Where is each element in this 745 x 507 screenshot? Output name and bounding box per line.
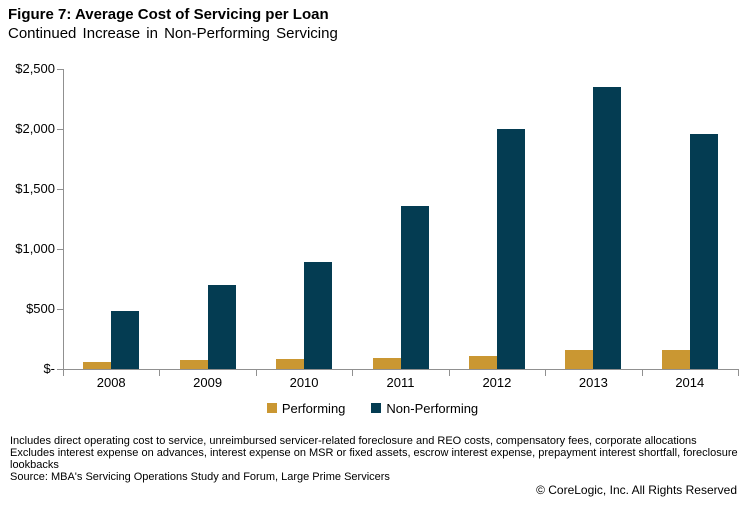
legend-swatch-performing xyxy=(266,403,277,413)
x-axis-label-2010: 2010 xyxy=(289,375,319,390)
legend-label-non-performing: Non-Performing xyxy=(386,400,479,416)
legend-label-performing: Performing xyxy=(281,400,346,416)
y-axis-tick xyxy=(57,309,63,310)
bar-non-performing-2008 xyxy=(111,311,140,369)
y-axis-tick-label: $1,500 xyxy=(15,181,55,196)
bar-non-performing-2012 xyxy=(496,129,525,369)
x-axis-tick xyxy=(255,370,257,376)
x-axis-tick xyxy=(738,370,739,376)
x-axis-label-2013: 2013 xyxy=(578,375,608,390)
legend-swatch-non-performing xyxy=(371,403,382,413)
x-axis-tick xyxy=(545,370,547,376)
y-axis-tick xyxy=(57,249,63,250)
footnote-excludes: Excludes interest expense on advances, i… xyxy=(10,447,738,459)
figure-subtitle: Continued Increase in Non-Performing Ser… xyxy=(8,25,338,42)
x-axis-tick xyxy=(448,370,450,376)
y-axis-tick-label: $500 xyxy=(26,301,55,316)
x-axis-label-2011: 2011 xyxy=(386,375,415,390)
x-axis-label-2014: 2014 xyxy=(675,375,705,390)
x-axis-tick xyxy=(63,370,64,376)
y-axis-tick xyxy=(57,189,63,190)
bar-non-performing-2010 xyxy=(304,262,333,369)
bar-non-performing-2009 xyxy=(207,285,236,369)
x-axis-label-2012: 2012 xyxy=(482,375,512,390)
footnote-source: Source: MBA's Servicing Operations Study… xyxy=(10,471,390,483)
y-axis-tick-label: $- xyxy=(43,361,55,376)
bar-chart: $- $500 $1,000 $1,500 $2,000 $2,500 2008 2009 20… xyxy=(15,61,739,390)
copyright-notice: © CoreLogic, Inc. All Rights Reserved xyxy=(536,483,737,497)
footnote-lookbacks: lookbacks xyxy=(10,459,59,471)
figure-title: Figure 7: Average Cost of Servicing per … xyxy=(8,6,329,23)
bar-performing-2012 xyxy=(468,356,497,369)
bar-performing-2014 xyxy=(661,350,690,369)
y-axis-tick-label: $2,500 xyxy=(15,61,55,76)
bar-non-performing-2014 xyxy=(689,134,718,369)
y-axis-tick xyxy=(57,129,63,130)
y-axis-tick xyxy=(57,69,63,70)
x-axis-tick xyxy=(641,370,643,376)
y-axis-line xyxy=(63,69,64,369)
bar-performing-2010 xyxy=(276,359,305,369)
bar-performing-2011 xyxy=(372,358,401,369)
bar-performing-2008 xyxy=(83,362,112,369)
bar-performing-2013 xyxy=(565,350,594,369)
x-axis-label-2009: 2009 xyxy=(193,375,223,390)
legend-item-performing: Performing xyxy=(266,400,346,416)
footnote-includes: Includes direct operating cost to servic… xyxy=(10,435,697,447)
x-axis-tick xyxy=(352,370,354,376)
bar-non-performing-2013 xyxy=(593,87,622,369)
x-axis-line xyxy=(63,369,739,370)
y-axis-tick-label: $2,000 xyxy=(15,121,55,136)
x-axis-tick xyxy=(159,370,161,376)
x-axis-label-2008: 2008 xyxy=(96,375,126,390)
bar-performing-2009 xyxy=(179,360,208,369)
y-axis-tick-label: $1,000 xyxy=(15,241,55,256)
legend-item-non-performing: Non-Performing xyxy=(371,401,478,416)
chart-legend: Performing Non-Performing xyxy=(0,399,745,417)
footnotes: Includes direct operating cost to servic… xyxy=(10,435,738,483)
bar-non-performing-2011 xyxy=(400,206,429,369)
y-axis-tick xyxy=(57,369,63,370)
